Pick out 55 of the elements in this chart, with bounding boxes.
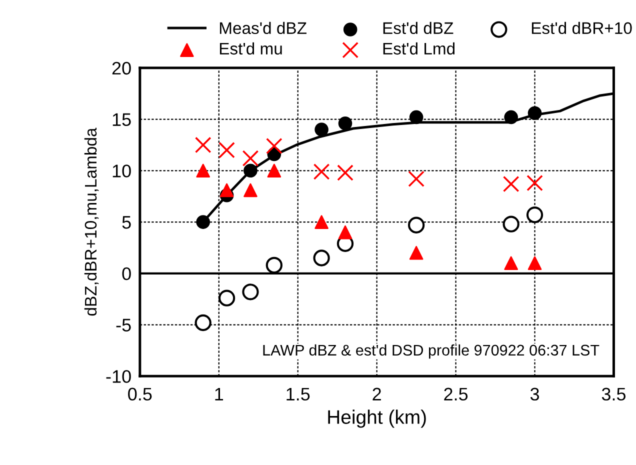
legend-label: Est'd mu: [220, 42, 282, 55]
point: [408, 170, 425, 188]
x-tick-label: 1.5: [286, 388, 310, 401]
point: [242, 150, 259, 167]
point: [526, 174, 543, 192]
point: [408, 216, 425, 234]
point: [338, 225, 352, 240]
x-tick-label: 1: [215, 388, 224, 400]
point: [528, 106, 542, 120]
x-axis-title: Height (km): [328, 410, 426, 428]
point: [504, 110, 518, 124]
point: [504, 256, 518, 270]
point: [528, 256, 542, 270]
point: [526, 206, 544, 224]
point: [244, 183, 258, 198]
legend-label: Est'd dBR+10: [532, 22, 632, 34]
point: [338, 116, 352, 130]
legend-label: Meas'd dBZ: [220, 22, 306, 34]
point: [220, 183, 234, 198]
point: [266, 138, 282, 154]
point: [194, 314, 212, 332]
point: [242, 284, 259, 300]
y-tick-label: -10: [106, 370, 131, 383]
point: [218, 290, 236, 306]
y-tick-label: 10: [112, 164, 131, 178]
x-tick-label: 2.5: [444, 388, 468, 401]
point: [244, 164, 258, 178]
point: [502, 216, 520, 232]
point: [409, 246, 424, 260]
point: [194, 136, 212, 154]
point: [196, 164, 210, 178]
point: [337, 164, 354, 181]
point: [267, 164, 282, 178]
x-tick-label: 0.5: [128, 388, 152, 401]
point: [314, 215, 328, 229]
y-tick-label: -5: [116, 318, 131, 332]
x-tick-label: 2: [372, 388, 381, 400]
y-tick-label: 5: [122, 216, 131, 229]
point: [314, 122, 328, 136]
point: [502, 176, 520, 192]
point: [266, 256, 282, 274]
y-tick-label: 0: [122, 267, 131, 280]
y-tick-label: 20: [112, 62, 131, 75]
legend-label: Est'd dBZ: [383, 22, 454, 34]
y-axis-title: dBZ,dBR+10,mu,Lambda: [84, 128, 99, 316]
point: [313, 250, 330, 266]
annotation: LAWP dBZ & est'd DSD profile 970922 06:37 LST: [263, 344, 600, 359]
point: [409, 110, 424, 124]
legend-label: Est'd Lmd: [383, 42, 455, 55]
point: [218, 142, 235, 158]
y-tick-label: 15: [112, 113, 131, 126]
point: [196, 215, 210, 229]
x-tick-label: 3.5: [602, 388, 626, 401]
x-tick-label: 3: [530, 388, 539, 401]
point: [313, 163, 330, 180]
